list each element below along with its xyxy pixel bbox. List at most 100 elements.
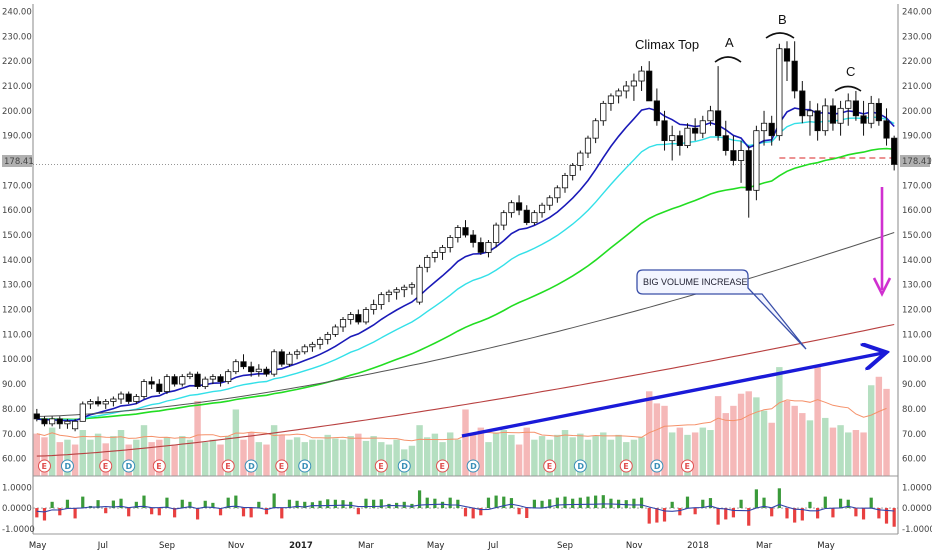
oscillator-bar	[211, 502, 215, 509]
candle-body	[240, 361, 247, 368]
oscillator-bar	[73, 508, 77, 519]
volume-bar	[324, 434, 331, 476]
oscillator-bar	[364, 498, 368, 509]
oscillator-bar	[609, 498, 613, 509]
oscillator-bar	[303, 501, 307, 509]
candle-body	[133, 396, 140, 402]
candle-body	[447, 237, 454, 248]
volume-bar	[110, 436, 117, 476]
volume-bar	[179, 436, 186, 476]
price-tick-right: 130.00	[902, 281, 932, 291]
price-tick-left: 120.00	[2, 306, 32, 316]
candle-body	[94, 401, 102, 405]
candle-body	[278, 351, 285, 365]
dividend-marker-label: D	[577, 462, 584, 471]
oscillator-bar	[180, 499, 184, 509]
candle-body	[408, 284, 415, 288]
callout-box	[636, 269, 807, 350]
last-price-label-right: 178.41	[902, 157, 932, 167]
oscillator-bar	[639, 497, 644, 509]
candle-body	[630, 80, 637, 87]
candle-body	[538, 204, 546, 214]
oscillator-bar	[724, 508, 728, 520]
volume-bar	[776, 367, 783, 476]
oscillator-bar	[440, 501, 445, 509]
volume-bar	[653, 403, 661, 476]
volume-bar	[768, 422, 775, 476]
volume-bar	[431, 433, 439, 476]
candle-body	[768, 122, 775, 137]
dividend-marker	[60, 459, 74, 473]
candle-body	[508, 202, 515, 214]
volume-bar	[217, 444, 224, 476]
price-tick-right: 200.00	[902, 107, 932, 117]
candle-body	[102, 401, 109, 405]
candle-body	[316, 338, 324, 345]
candle-body	[669, 135, 676, 142]
oscillator-bar	[417, 490, 422, 509]
oscillator-bar	[762, 497, 766, 509]
earnings-marker-label: E	[279, 462, 284, 471]
price-tick-right: 210.00	[902, 82, 932, 92]
volume-bar	[301, 442, 308, 476]
volume-bar	[730, 405, 737, 476]
candle-body	[125, 393, 132, 402]
annotation-climax-top: Climax Top	[635, 37, 699, 52]
candle-body	[355, 314, 362, 323]
x-axis-label: Mar	[756, 541, 773, 550]
volume-bar	[33, 433, 41, 476]
oscillator-bar	[104, 508, 108, 514]
candle-body	[87, 401, 94, 405]
volume-bar	[668, 432, 676, 476]
oscillator-bar	[884, 508, 889, 524]
volume-bar	[753, 397, 760, 476]
oscillator-bar	[808, 501, 812, 509]
ma-cyan-line	[36, 116, 895, 421]
price-tick-right: 60.00	[902, 455, 926, 465]
volume-bar	[584, 439, 592, 476]
ma-blue-line	[36, 107, 895, 422]
dividend-marker-label: D	[654, 462, 661, 471]
volume-average-line	[36, 399, 887, 442]
volume-bar	[270, 425, 278, 476]
volume-bar	[117, 430, 125, 476]
candle-body	[500, 212, 507, 226]
candle-body	[271, 351, 278, 375]
oscillator-bar	[280, 508, 284, 519]
volume-bar	[538, 436, 546, 476]
volume-bar	[592, 436, 599, 476]
candle-body	[745, 150, 752, 191]
volume-bar	[822, 417, 829, 476]
oscillator-bar	[249, 508, 253, 518]
candle-body	[822, 105, 829, 132]
volume-bar	[94, 433, 102, 476]
earnings-marker-label: E	[547, 462, 552, 471]
volume-bar	[829, 427, 837, 476]
volume-bar	[362, 440, 370, 476]
dividend-marker	[573, 459, 587, 473]
volume-bar	[347, 436, 354, 476]
volume-bar	[370, 436, 377, 476]
oscillator-bar	[35, 508, 39, 518]
candle-body	[424, 256, 431, 268]
candle-body	[692, 127, 699, 134]
volume-bar	[71, 444, 79, 476]
earnings-marker-label: E	[225, 462, 230, 471]
price-tick-left: 110.00	[2, 330, 32, 340]
annotation-b: B	[778, 12, 787, 27]
candle-body	[263, 368, 270, 375]
dividend-marker-label: D	[302, 462, 309, 471]
oscillator-bar	[785, 508, 789, 519]
candle-body	[799, 90, 806, 117]
oscillator-bar	[586, 496, 590, 509]
candle-body	[225, 371, 232, 382]
volume-bar	[339, 439, 347, 476]
price-tick-right: 150.00	[902, 231, 932, 241]
oscillator-bar	[655, 508, 659, 523]
volume-bar	[278, 434, 285, 476]
price-tick-right: 190.00	[902, 132, 932, 142]
volume-bars	[33, 367, 890, 476]
candle-body	[431, 252, 438, 258]
volume-bar	[577, 433, 584, 476]
price-tick-right: 140.00	[902, 256, 932, 266]
